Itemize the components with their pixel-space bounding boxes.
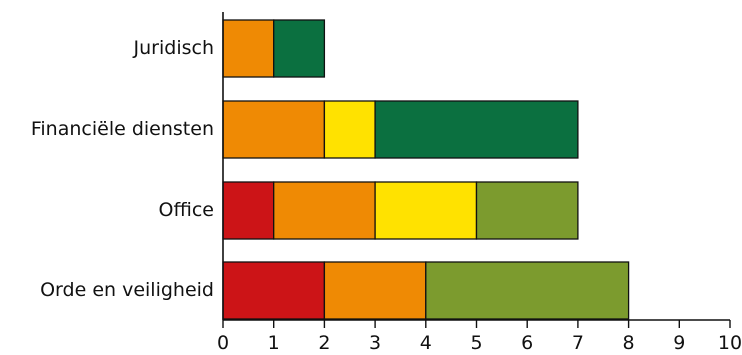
x-tick-label: 5	[470, 332, 482, 354]
category-label: Orde en veiligheid	[40, 279, 214, 301]
x-tick-label: 0	[217, 332, 229, 354]
bar-segment	[374, 181, 478, 240]
bar-segment	[323, 100, 376, 159]
x-tick-label: 6	[521, 332, 533, 354]
x-tick-label: 1	[268, 332, 280, 354]
bars-layer	[222, 19, 630, 320]
x-tick-label: 7	[572, 332, 584, 354]
bar-segment	[222, 261, 326, 320]
bar-segment	[273, 181, 376, 240]
x-tick-label: 10	[718, 332, 742, 354]
category-label: Financiële diensten	[31, 118, 214, 140]
labels-layer: Juridisch Financiële diensten Office Orde e…	[31, 37, 742, 354]
bar-segment	[222, 181, 275, 240]
x-tick-label: 9	[673, 332, 685, 354]
x-tick-label: 3	[369, 332, 381, 354]
x-tick-label: 2	[318, 332, 330, 354]
bar-segment	[374, 100, 579, 159]
x-tick-label: 4	[420, 332, 432, 354]
x-tick-label: 8	[623, 332, 635, 354]
bar-segment	[323, 261, 427, 320]
bar-segment	[425, 261, 630, 320]
bar-segment	[222, 19, 275, 78]
bar-segment	[273, 19, 326, 78]
axis-layer	[222, 12, 731, 328]
category-label: Office	[159, 199, 214, 221]
category-label: Juridisch	[133, 37, 214, 59]
bar-segment	[475, 181, 579, 240]
bar-segment	[222, 100, 326, 159]
